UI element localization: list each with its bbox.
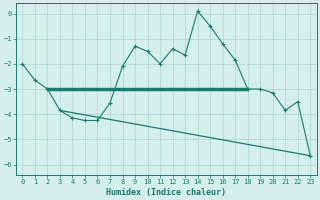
X-axis label: Humidex (Indice chaleur): Humidex (Indice chaleur) bbox=[106, 188, 226, 197]
